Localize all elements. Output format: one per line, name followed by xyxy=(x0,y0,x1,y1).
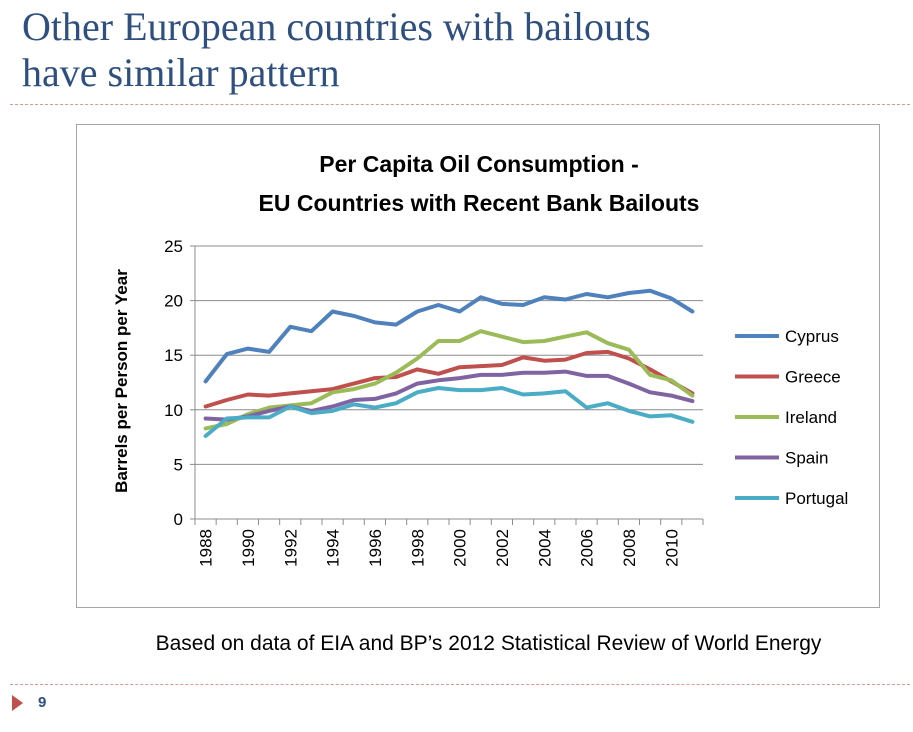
x-tick-label: 2000 xyxy=(451,529,470,567)
x-tick-label: 1998 xyxy=(408,529,427,567)
chart-title-line-2: EU Countries with Recent Bank Bailouts xyxy=(259,190,700,216)
axes: 0 5 10 15 20 25 1988 1990 1992 1994 1996 1998 2000 20… xyxy=(164,237,704,567)
slide-title-line-1: Other European countries with bailouts xyxy=(22,4,651,49)
x-tick-label: 1994 xyxy=(324,529,343,567)
x-tick-label: 2004 xyxy=(535,529,554,567)
y-tick-label: 15 xyxy=(164,346,183,365)
title-divider xyxy=(10,104,910,105)
legend-label: Ireland xyxy=(785,408,837,427)
y-tick-label: 5 xyxy=(174,455,183,474)
source-caption-text: Based on data of EIA and BP’s 2012 Stati… xyxy=(155,632,822,655)
y-tick-label: 10 xyxy=(164,401,183,420)
legend-item-spain: Spain xyxy=(735,449,828,468)
x-tick-label: 2008 xyxy=(620,529,639,567)
x-tick-label: 2006 xyxy=(578,529,597,567)
legend-label: Cyprus xyxy=(785,327,839,346)
oil-consumption-chart: Per Capita Oil Consumption - EU Countrie… xyxy=(112,151,848,567)
y-tick-label: 0 xyxy=(174,510,183,529)
footer-divider xyxy=(10,684,910,685)
chart-title-line-1: Per Capita Oil Consumption - xyxy=(319,151,638,177)
legend-item-greece: Greece xyxy=(735,368,841,387)
x-tick-label: 1992 xyxy=(281,529,300,567)
x-tick-label: 1990 xyxy=(239,529,258,567)
series-lines xyxy=(203,288,695,438)
slide-title-line-2: have similar pattern xyxy=(22,50,340,95)
legend-item-cyprus: Cyprus xyxy=(735,327,839,346)
slide-title: Other European countries with bailouts h… xyxy=(22,4,902,96)
page-marker-icon xyxy=(12,695,23,711)
y-axis-label: Barrels per Person per Year xyxy=(112,269,131,493)
gridlines xyxy=(195,245,703,465)
legend-label: Portugal xyxy=(785,489,848,508)
legend-item-portugal: Portugal xyxy=(735,489,848,508)
y-tick-label: 25 xyxy=(164,237,183,256)
legend: Cyprus Greece Ireland Spain Portugal xyxy=(735,327,848,508)
legend-label: Greece xyxy=(785,368,841,387)
legend-item-ireland: Ireland xyxy=(735,408,837,427)
x-tick-label: 2010 xyxy=(662,529,681,567)
x-tick-label: 1996 xyxy=(366,529,385,567)
series-line-greece xyxy=(203,349,695,409)
source-caption: Based on data of EIA and BP’s 2012 Stati… xyxy=(0,632,913,656)
x-tick-label: 2002 xyxy=(493,529,512,567)
x-tick-label: 1988 xyxy=(197,529,216,567)
y-tick-label: 20 xyxy=(164,292,183,311)
series-line-cyprus xyxy=(203,288,695,384)
chart-frame: Per Capita Oil Consumption - EU Countrie… xyxy=(76,124,880,608)
legend-label: Spain xyxy=(785,449,828,468)
page-number: 9 xyxy=(38,694,47,711)
series-line-portugal xyxy=(203,386,695,438)
